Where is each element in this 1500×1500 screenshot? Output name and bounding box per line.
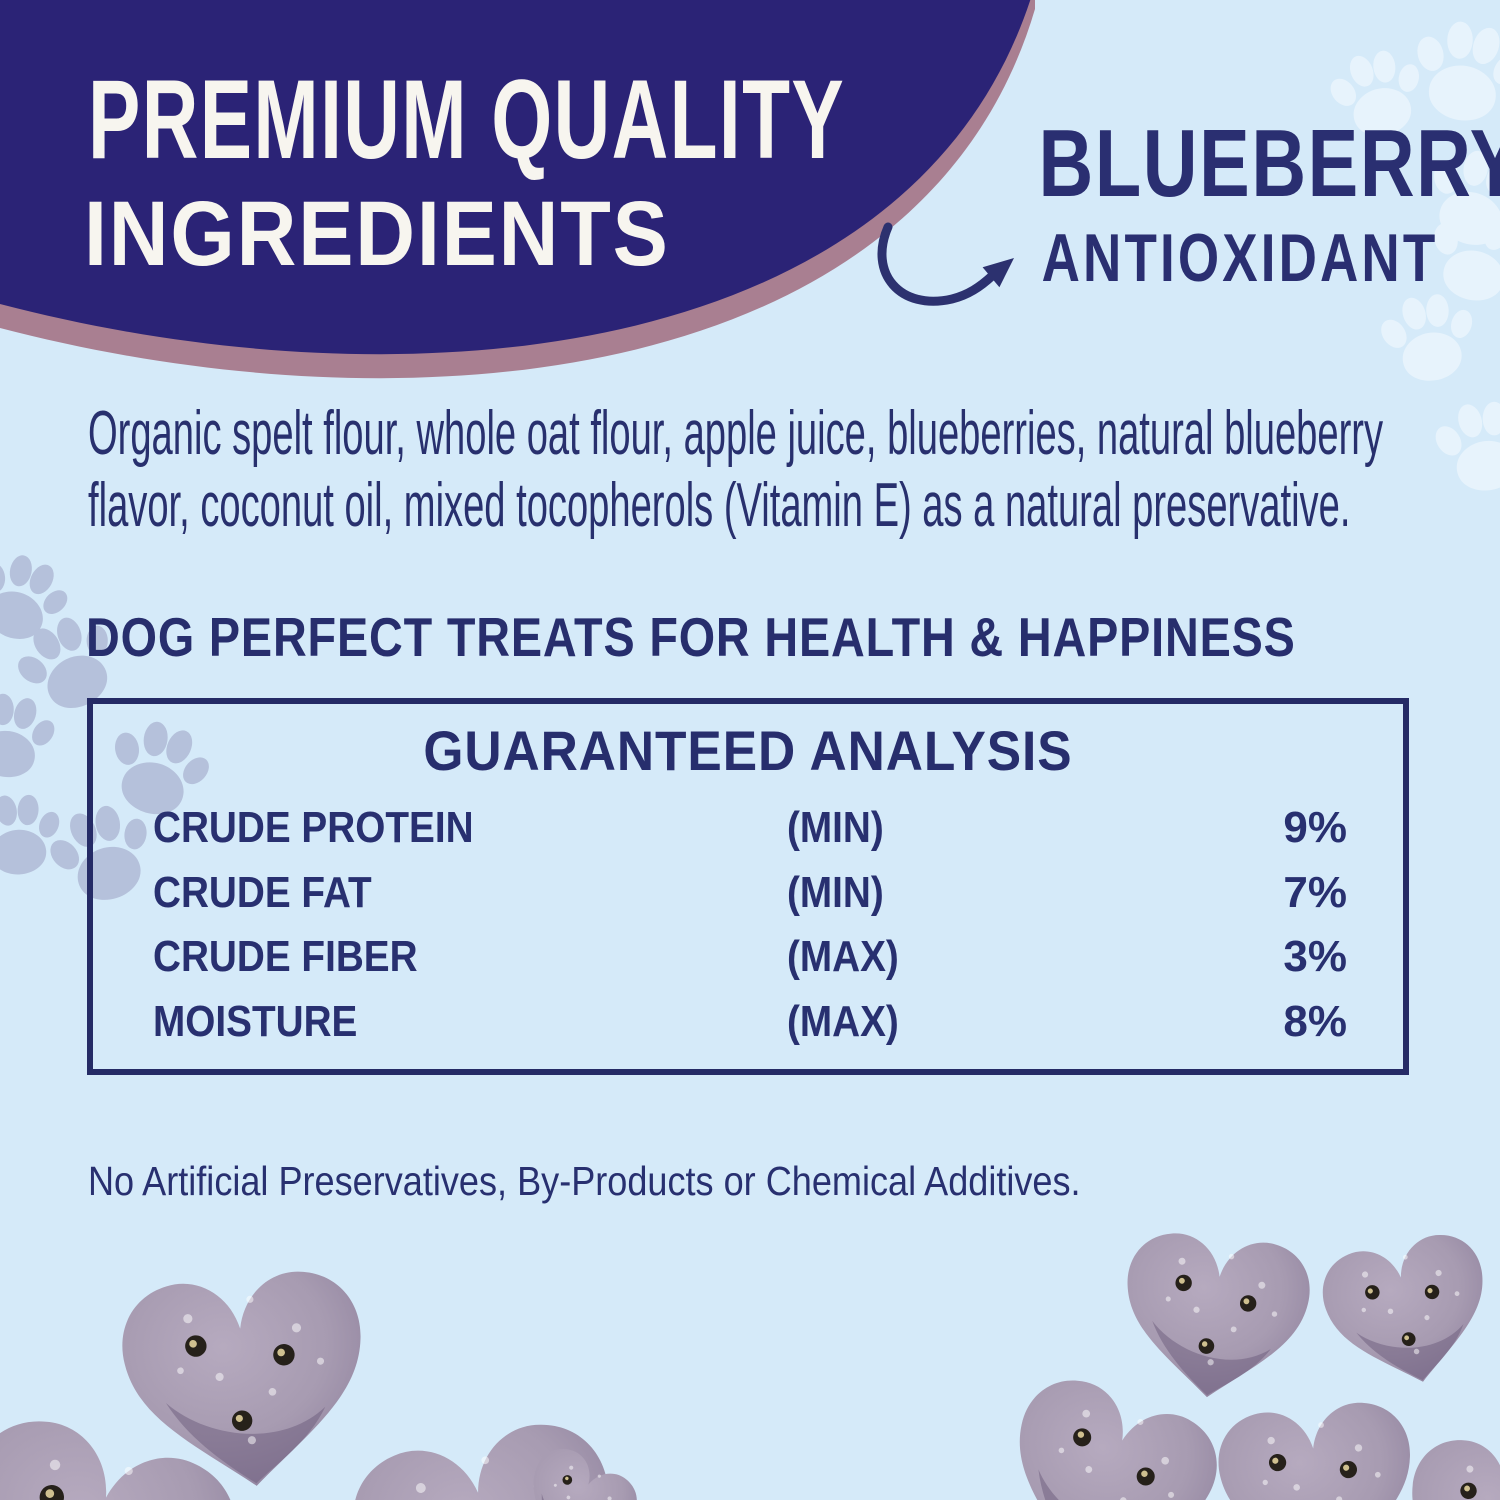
nutrient-value: 8% xyxy=(1283,996,1347,1046)
callout-flavor: BLUEBERRY xyxy=(1038,110,1500,217)
nutrient-label: CRUDE FIBER xyxy=(153,932,418,982)
basis-label: (MAX) xyxy=(787,996,899,1046)
nutrient-value: 3% xyxy=(1283,932,1347,982)
guaranteed-analysis-box: GUARANTEED ANALYSIS CRUDE PROTEIN (MIN) … xyxy=(87,698,1409,1075)
nutrient-value: 9% xyxy=(1283,803,1347,852)
table-row: CRUDE FAT (MIN) 7% xyxy=(153,868,1347,919)
tagline: DOG PERFECT TREATS FOR HEALTH & HAPPINES… xyxy=(86,606,1296,668)
ingredients-text: Organic spelt flour, whole oat flour, ap… xyxy=(88,399,1384,540)
nutrient-value: 7% xyxy=(1283,867,1347,917)
curved-arrow-icon xyxy=(877,222,1014,306)
paw-print-icon xyxy=(0,790,67,878)
heart-treat xyxy=(982,1365,1232,1500)
paw-print-icon xyxy=(0,687,63,784)
table-row: CRUDE PROTEIN (MIN) 9% xyxy=(153,803,1347,854)
basis-label: (MIN) xyxy=(787,867,884,917)
table-row: MOISTURE (MAX) 8% xyxy=(153,997,1347,1048)
banner-fill-shape xyxy=(0,0,1031,355)
banner-title-line2: INGREDIENTS xyxy=(84,183,670,285)
nutrient-label: MOISTURE xyxy=(153,996,358,1046)
analysis-title: GUARANTEED ANALYSIS xyxy=(423,719,1073,782)
nutrient-label: CRUDE PROTEIN xyxy=(153,803,474,852)
table-row: CRUDE FIBER (MAX) 3% xyxy=(153,932,1347,983)
nutrient-label: CRUDE FAT xyxy=(153,867,372,917)
banner-shape xyxy=(0,0,1035,379)
heart-treat xyxy=(1116,1228,1315,1407)
basis-label: (MIN) xyxy=(787,803,884,852)
analysis-table: CRUDE PROTEIN (MIN) 9% CRUDE FAT (MIN) 7… xyxy=(93,803,1403,1047)
callout-benefit: ANTIOXIDANT xyxy=(1041,220,1439,296)
flavor-callout: BLUEBERRY ANTIOXIDANT xyxy=(985,110,1500,296)
heart-treat xyxy=(1314,1227,1500,1399)
basis-label: (MAX) xyxy=(787,932,899,982)
heart-treat xyxy=(1213,1397,1422,1500)
footnote-text: No Artificial Preservatives, By-Products… xyxy=(88,1158,1081,1204)
banner-title-line1: PREMIUM QUALITY xyxy=(88,57,846,182)
